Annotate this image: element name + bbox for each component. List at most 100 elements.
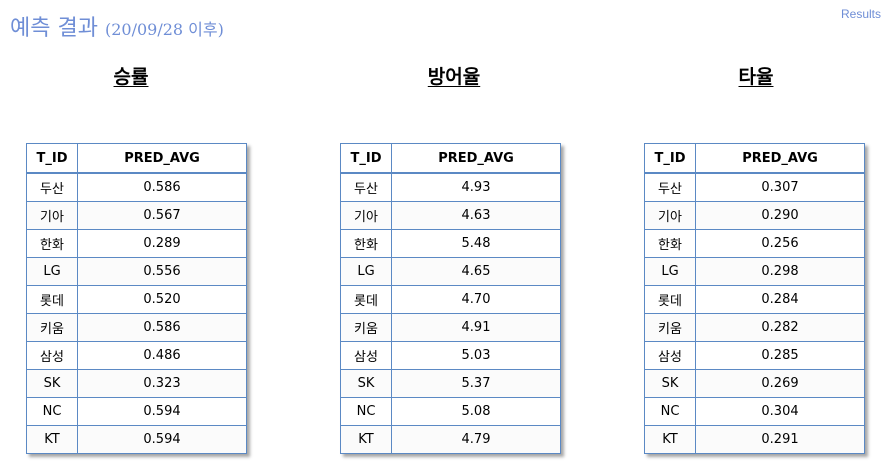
team-id-cell: KT: [340, 425, 392, 454]
pred-avg-cell: 5.48: [391, 229, 561, 258]
pred-avg-cell: 0.284: [695, 285, 865, 314]
team-id-cell: 롯데: [340, 285, 392, 314]
table-win-rate: T_ID PRED_AVG 두산 0.586 기아 0.567 한화 0.289 LG 0.556…: [26, 143, 247, 454]
table-row: KT 0.594: [26, 425, 247, 454]
pred-avg-cell: 0.307: [695, 172, 865, 202]
column-header-pred-avg: PRED_AVG: [391, 143, 561, 174]
pred-avg-cell: 0.285: [695, 341, 865, 370]
table-row: 삼성 0.285: [644, 341, 865, 370]
pred-avg-cell: 4.79: [391, 425, 561, 454]
page-title: 예측 결과 (20/09/28 이후): [10, 10, 224, 42]
team-id-cell: 한화: [644, 229, 696, 258]
pred-avg-cell: 0.282: [695, 313, 865, 342]
table-era-wrap: T_ID PRED_AVG 두산 4.93 기아 4.63 한화 5.48 LG 4.65 롯데 4.…: [340, 143, 561, 454]
team-id-cell: 두산: [26, 172, 78, 202]
table-batting-avg: T_ID PRED_AVG 두산 0.307 기아 0.290 한화 0.256 LG 0.298…: [644, 143, 865, 454]
column-header-t-id: T_ID: [644, 143, 696, 174]
table-era: T_ID PRED_AVG 두산 4.93 기아 4.63 한화 5.48 LG 4.65 롯데 4.…: [340, 143, 561, 454]
pred-avg-cell: 0.291: [695, 425, 865, 454]
team-id-cell: LG: [26, 257, 78, 286]
table-row: 삼성 5.03: [340, 341, 561, 370]
pred-avg-cell: 0.567: [77, 201, 247, 230]
pred-avg-cell: 4.93: [391, 172, 561, 202]
team-id-cell: NC: [340, 397, 392, 426]
table-row: LG 0.556: [26, 257, 247, 286]
team-id-cell: SK: [26, 369, 78, 398]
pred-avg-cell: 0.290: [695, 201, 865, 230]
column-header-t-id: T_ID: [26, 143, 78, 174]
table-row: 키움 4.91: [340, 313, 561, 342]
table-row: 한화 0.256: [644, 229, 865, 258]
table-row: NC 5.08: [340, 397, 561, 426]
team-id-cell: SK: [644, 369, 696, 398]
table-row: NC 0.304: [644, 397, 865, 426]
team-id-cell: 두산: [340, 172, 392, 202]
table-row: LG 4.65: [340, 257, 561, 286]
pred-avg-cell: 4.63: [391, 201, 561, 230]
table-row: 기아 0.567: [26, 201, 247, 230]
team-id-cell: NC: [644, 397, 696, 426]
team-id-cell: 기아: [644, 201, 696, 230]
team-id-cell: 키움: [340, 313, 392, 342]
table-row: SK 0.269: [644, 369, 865, 398]
table-row: 기아 0.290: [644, 201, 865, 230]
heading-win-rate: 승률: [113, 66, 149, 88]
team-id-cell: 키움: [644, 313, 696, 342]
table-row: SK 5.37: [340, 369, 561, 398]
pred-avg-cell: 0.586: [77, 313, 247, 342]
table-row: KT 0.291: [644, 425, 865, 454]
team-id-cell: LG: [644, 257, 696, 286]
team-id-cell: 삼성: [340, 341, 392, 370]
pred-avg-cell: 0.594: [77, 425, 247, 454]
heading-batting-avg: 타율: [738, 66, 774, 88]
pred-avg-cell: 5.37: [391, 369, 561, 398]
table-row: 롯데 0.520: [26, 285, 247, 314]
heading-era: 방어율: [427, 66, 481, 88]
pred-avg-cell: 0.304: [695, 397, 865, 426]
table-row: 키움 0.586: [26, 313, 247, 342]
pred-avg-cell: 0.298: [695, 257, 865, 286]
table-row: SK 0.323: [26, 369, 247, 398]
table-row: 두산 0.307: [644, 172, 865, 202]
table-row: 기아 4.63: [340, 201, 561, 230]
pred-avg-cell: 0.269: [695, 369, 865, 398]
table-row: 두산 0.586: [26, 172, 247, 202]
team-id-cell: 한화: [340, 229, 392, 258]
team-id-cell: KT: [26, 425, 78, 454]
pred-avg-cell: 0.520: [77, 285, 247, 314]
column-header-t-id: T_ID: [340, 143, 392, 174]
table-win-rate-wrap: T_ID PRED_AVG 두산 0.586 기아 0.567 한화 0.289 LG 0.556…: [26, 143, 247, 454]
table-row: NC 0.594: [26, 397, 247, 426]
table-row: LG 0.298: [644, 257, 865, 286]
team-id-cell: 한화: [26, 229, 78, 258]
team-id-cell: 기아: [26, 201, 78, 230]
pred-avg-cell: 4.70: [391, 285, 561, 314]
pred-avg-cell: 0.556: [77, 257, 247, 286]
team-id-cell: 키움: [26, 313, 78, 342]
team-id-cell: SK: [340, 369, 392, 398]
results-link[interactable]: Results: [840, 7, 881, 21]
column-header-pred-avg: PRED_AVG: [695, 143, 865, 174]
table-row: 롯데 0.284: [644, 285, 865, 314]
table-row: 두산 4.93: [340, 172, 561, 202]
pred-avg-cell: 0.586: [77, 172, 247, 202]
team-id-cell: 롯데: [26, 285, 78, 314]
table-row: KT 4.79: [340, 425, 561, 454]
pred-avg-cell: 0.594: [77, 397, 247, 426]
team-id-cell: KT: [644, 425, 696, 454]
table-row: 삼성 0.486: [26, 341, 247, 370]
pred-avg-cell: 0.323: [77, 369, 247, 398]
team-id-cell: 삼성: [26, 341, 78, 370]
team-id-cell: 삼성: [644, 341, 696, 370]
column-header-pred-avg: PRED_AVG: [77, 143, 247, 174]
page-subtitle: (20/09/28 이후): [104, 20, 224, 39]
team-id-cell: LG: [340, 257, 392, 286]
pred-avg-cell: 4.91: [391, 313, 561, 342]
table-row: 한화 0.289: [26, 229, 247, 258]
pred-avg-cell: 0.256: [695, 229, 865, 258]
pred-avg-cell: 5.03: [391, 341, 561, 370]
table-row: 키움 0.282: [644, 313, 865, 342]
team-id-cell: 두산: [644, 172, 696, 202]
pred-avg-cell: 5.08: [391, 397, 561, 426]
pred-avg-cell: 0.486: [77, 341, 247, 370]
